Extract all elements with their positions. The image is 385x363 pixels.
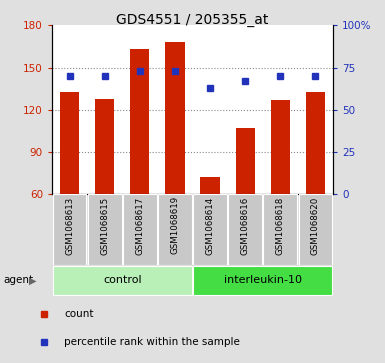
Bar [201,177,220,194]
Bar [271,100,290,194]
Text: GSM1068616: GSM1068616 [241,196,250,254]
Bar [60,91,79,194]
Text: interleukin-10: interleukin-10 [224,276,302,285]
Text: count: count [64,309,94,319]
Bar [306,91,325,194]
Bar [263,194,297,265]
Bar [53,194,86,265]
Text: ▶: ▶ [29,276,37,285]
Text: agent: agent [4,276,34,285]
Text: percentile rank within the sample: percentile rank within the sample [64,337,240,347]
Text: GSM1068615: GSM1068615 [100,196,109,254]
Bar [299,194,332,265]
Text: GSM1068620: GSM1068620 [311,196,320,254]
Bar [165,42,184,194]
Bar [236,128,255,194]
Bar [158,194,192,265]
Text: GDS4551 / 205355_at: GDS4551 / 205355_at [116,13,269,27]
Bar [228,194,262,265]
Bar [88,194,122,265]
Bar [95,98,114,194]
Text: GSM1068619: GSM1068619 [171,196,179,254]
Bar [53,266,192,295]
Text: GSM1068618: GSM1068618 [276,196,285,254]
Text: control: control [103,276,142,285]
Text: GSM1068614: GSM1068614 [206,196,214,254]
Bar [193,266,332,295]
Text: GSM1068613: GSM1068613 [65,196,74,254]
Text: GSM1068617: GSM1068617 [135,196,144,254]
Bar [193,194,227,265]
Bar [123,194,157,265]
Bar [130,49,149,194]
